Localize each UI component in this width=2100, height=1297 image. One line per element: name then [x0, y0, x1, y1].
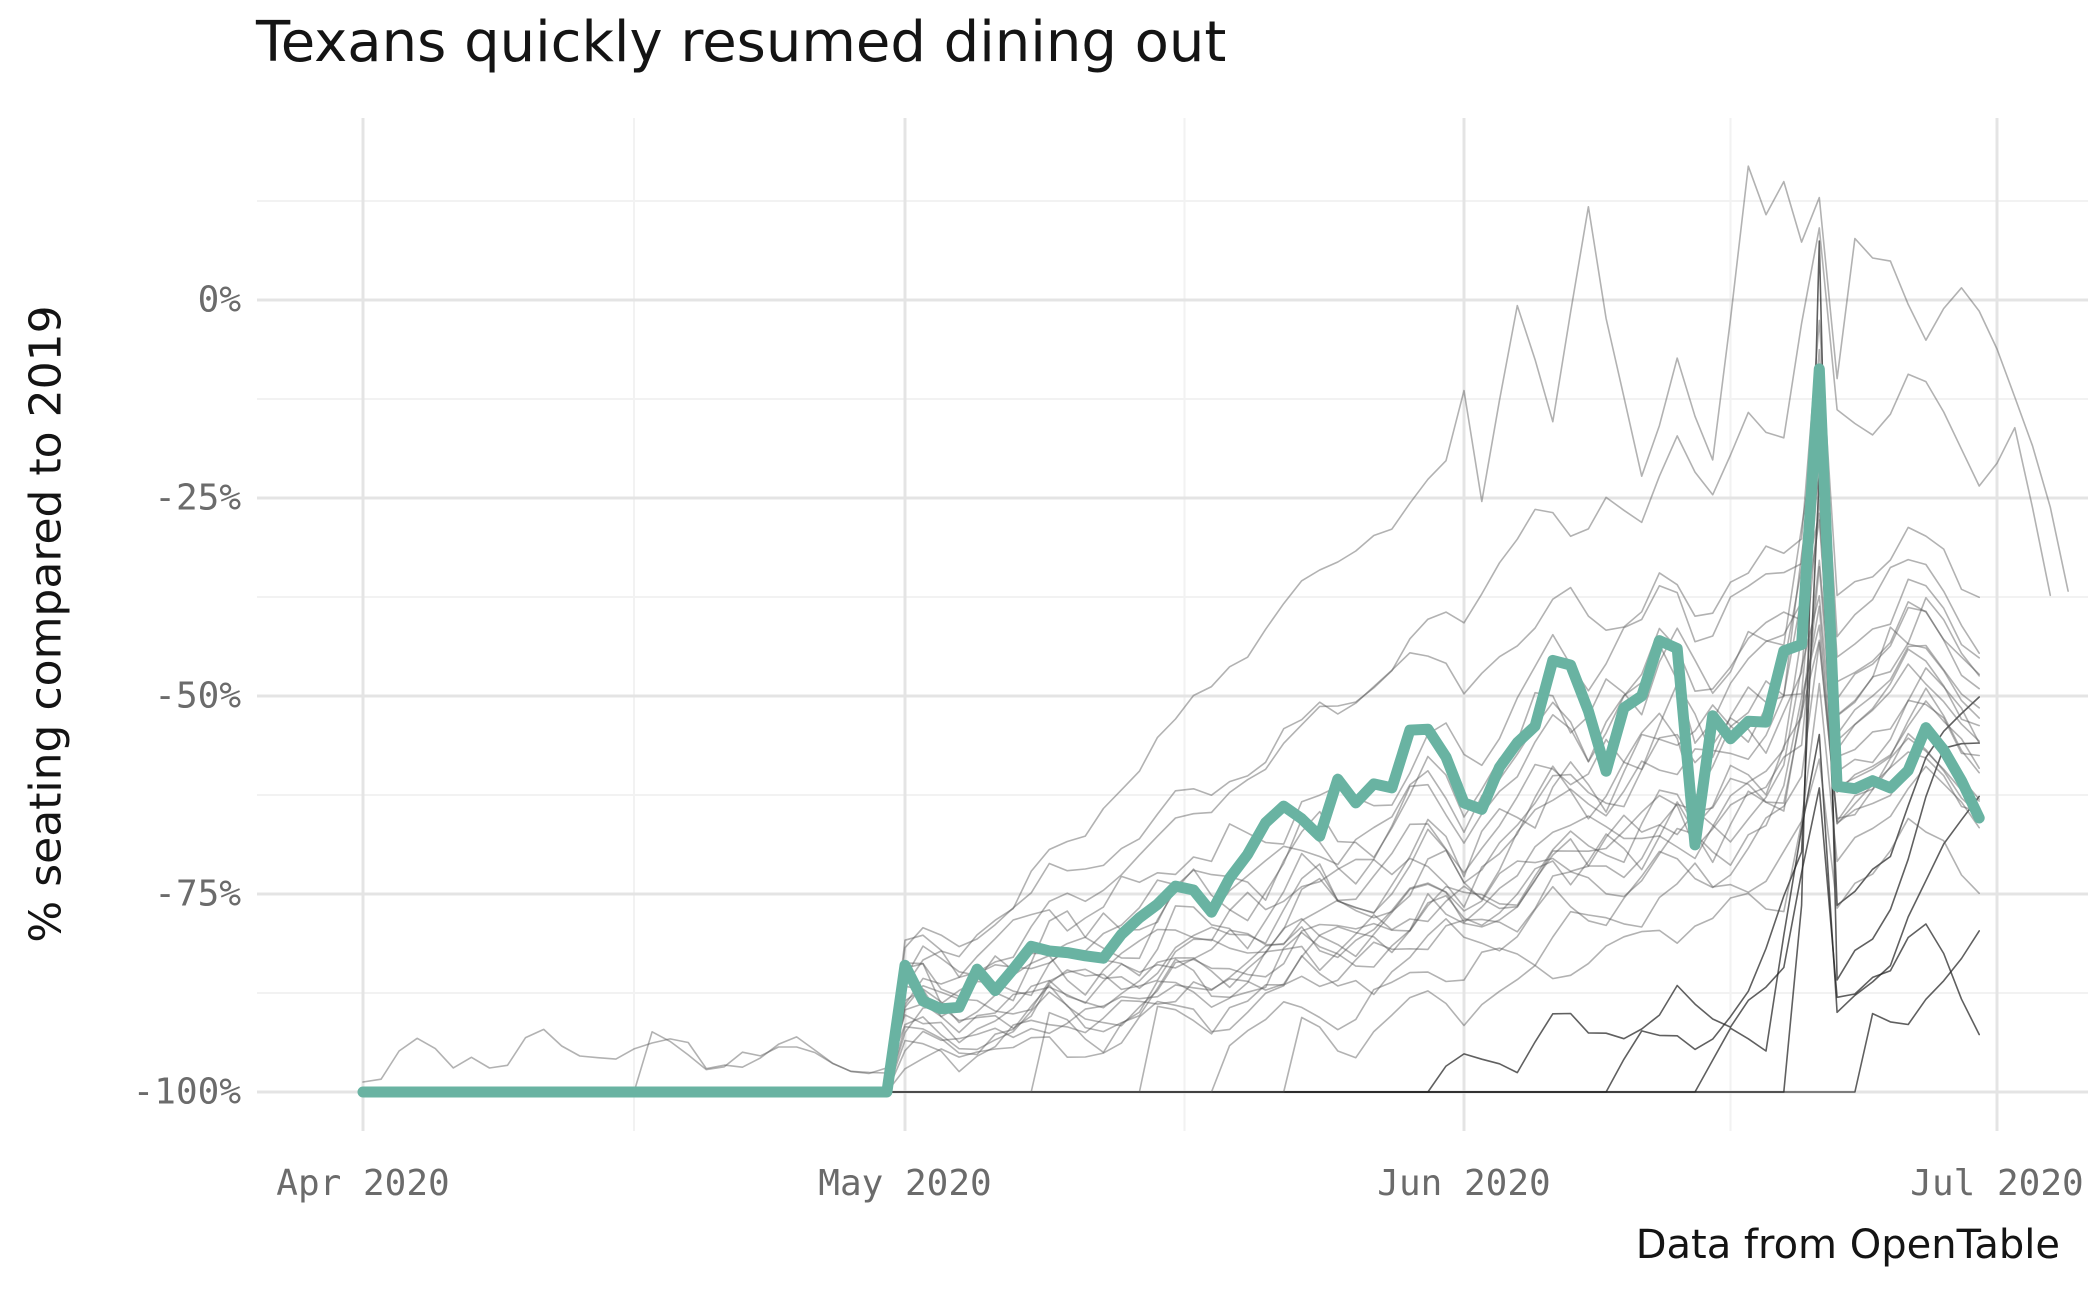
background-city-line	[362, 421, 1980, 1093]
background-city-line	[362, 565, 1980, 1093]
y-tick-label: -50%	[154, 675, 241, 717]
background-city-line	[362, 476, 1980, 1093]
x-tick-label: Apr 2020	[276, 1163, 450, 1204]
background-city-line	[362, 474, 1980, 1093]
background-city-line	[362, 641, 1980, 1093]
background-city-line	[362, 758, 1980, 1093]
y-tick-label: 0%	[197, 279, 241, 321]
background-city-line	[362, 559, 1980, 1093]
y-axis-title: % seating compared to 2019	[20, 305, 72, 943]
background-city-line	[362, 605, 1980, 1093]
x-tick-label: Jul 2020	[1910, 1163, 2084, 1204]
background-city-line	[362, 733, 1980, 1093]
chart-caption: Data from OpenTable	[1635, 1222, 2060, 1268]
highlight-texas-line	[357, 363, 1985, 1098]
y-tick-label: -75%	[154, 873, 241, 915]
background-city-line	[362, 512, 1980, 1093]
x-tick-label: May 2020	[818, 1163, 992, 1204]
background-city-line	[362, 460, 1980, 1093]
background-city-line	[362, 412, 1980, 1093]
y-tick-label: -100%	[132, 1071, 241, 1113]
y-tick-label: -25%	[154, 477, 241, 519]
chart-title: Texans quickly resumed dining out	[256, 10, 1227, 75]
background-city-line	[362, 519, 1980, 1083]
x-tick-label: Jun 2020	[1377, 1163, 1551, 1204]
background-city-line	[362, 240, 1980, 1093]
